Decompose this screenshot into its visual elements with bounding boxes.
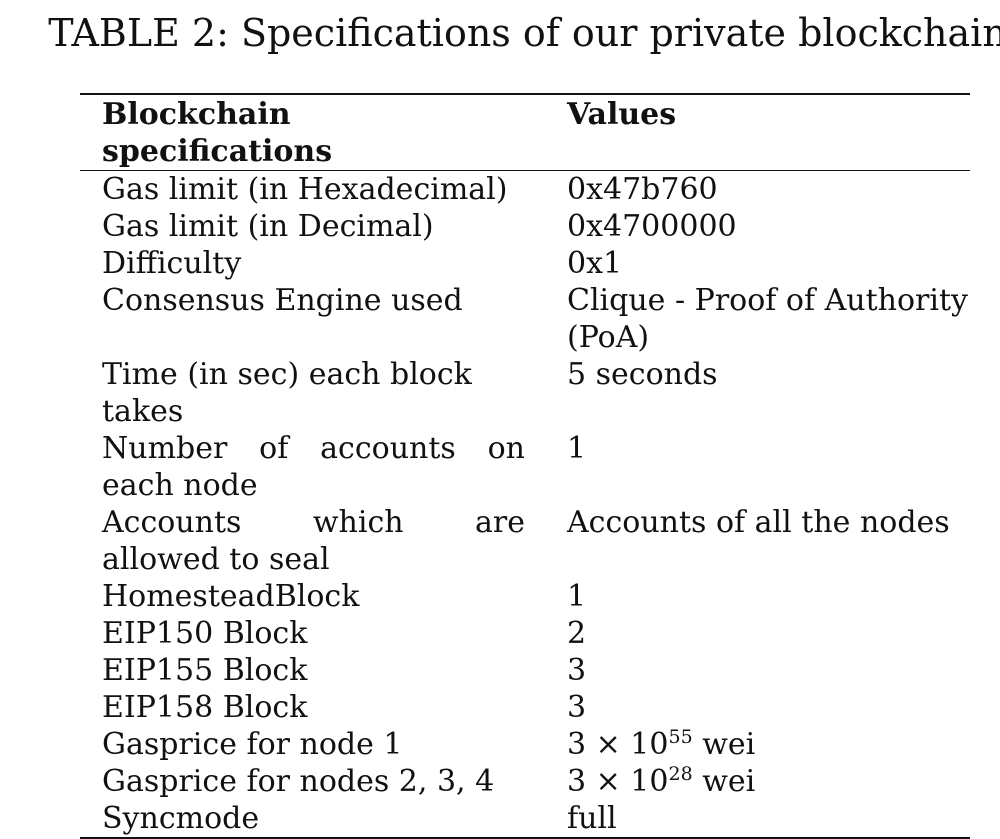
spec-cell: EIP158 Block [102, 690, 308, 725]
header-value: Values [567, 97, 677, 132]
top-rule [80, 93, 970, 95]
value-base: 3 × 10 [567, 764, 669, 799]
table-row: EIP155 Block 3 [80, 652, 970, 689]
table-caption: TABLE 2: Specifications of our private b… [48, 11, 1000, 55]
spec-cell: Gas limit (in Hexadecimal) [102, 172, 508, 207]
spec-cell: Accounts which are allowed to seal [102, 505, 525, 577]
value-base: 3 × 10 [567, 727, 669, 762]
table-row: Difficulty 0x1 [80, 245, 970, 282]
value-cell: 5 seconds [567, 357, 718, 392]
table-row: Accounts which are allowed to seal Accou… [80, 504, 970, 578]
value-cell: 0x4700000 [567, 209, 737, 244]
spec-cell: Gasprice for nodes 2, 3, 4 [102, 764, 495, 799]
value-cell: 3 × 1055 wei [525, 726, 970, 763]
spec-cell: Difficulty [102, 246, 242, 281]
value-exponent: 28 [668, 763, 693, 785]
value-cell: 1 [567, 579, 587, 614]
specifications-table: Blockchain specifications Values Gas lim… [80, 93, 970, 839]
value-cell: 3 [567, 653, 587, 688]
header-rule [80, 170, 970, 171]
value-cell: 3 × 1028 wei [525, 763, 970, 800]
spec-cell: Gas limit (in Decimal) [102, 209, 434, 244]
spec-cell: Time (in sec) each block takes [102, 357, 472, 429]
header-spec: Blockchain specifications [102, 97, 333, 169]
table-row: Gas limit (in Decimal) 0x4700000 [80, 208, 970, 245]
value-cell: 2 [567, 616, 587, 651]
table-body: Gas limit (in Hexadecimal) 0x47b760 Gas … [80, 171, 970, 837]
value-unit: wei [692, 727, 756, 762]
table-row: Gas limit (in Hexadecimal) 0x47b760 [80, 171, 970, 208]
spec-cell: HomesteadBlock [102, 579, 360, 614]
spec-cell: Gasprice for node 1 [102, 727, 403, 762]
table-row: Consensus Engine used Clique - Proof of … [80, 282, 970, 356]
table-row: EIP158 Block 3 [80, 689, 970, 726]
table-row: Syncmode full [80, 800, 970, 837]
table-row: Gasprice for nodes 2, 3, 4 3 × 1028 wei [80, 763, 970, 800]
value-cell: 0x1 [567, 246, 623, 281]
spec-cell: EIP150 Block [102, 616, 308, 651]
value-exponent: 55 [668, 726, 693, 748]
value-cell: Clique - Proof of Authority (PoA) [567, 283, 968, 355]
spec-cell: Consensus Engine used [102, 283, 463, 318]
spec-cell: Syncmode [102, 801, 260, 836]
value-cell: full [567, 801, 617, 836]
value-cell: 0x47b760 [567, 172, 718, 207]
value-unit: wei [692, 764, 756, 799]
table-row: Number of accounts on each node 1 [80, 430, 970, 504]
value-cell: 1 [567, 431, 587, 466]
table-header-row: Blockchain specifications Values [80, 95, 970, 170]
table-row: Gasprice for node 1 3 × 1055 wei [80, 726, 970, 763]
spec-cell: EIP155 Block [102, 653, 308, 688]
table-row: Time (in sec) each block takes 5 seconds [80, 356, 970, 430]
spec-cell: Number of accounts on each node [102, 431, 525, 503]
table-row: HomesteadBlock 1 [80, 578, 970, 615]
value-cell: Accounts of all the nodes [567, 505, 950, 540]
table-row: EIP150 Block 2 [80, 615, 970, 652]
value-cell: 3 [567, 690, 587, 725]
